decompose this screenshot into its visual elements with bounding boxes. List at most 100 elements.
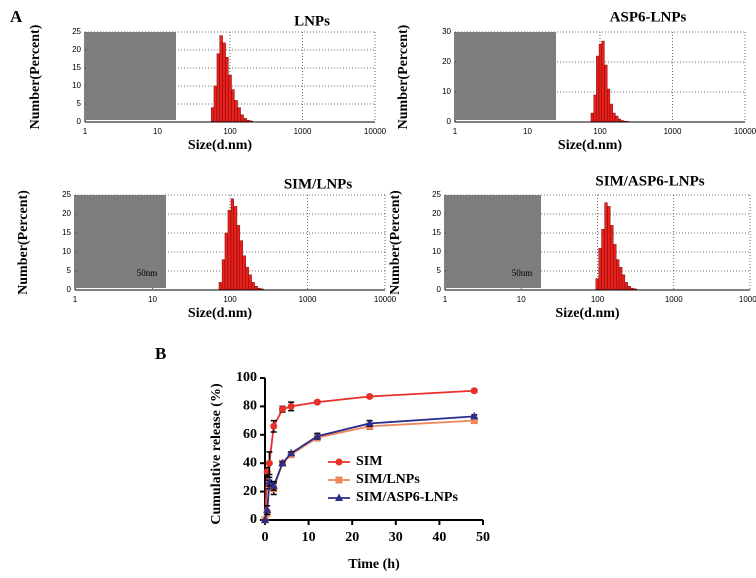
y-tick-label: 60 bbox=[243, 427, 257, 442]
x-tick-label: 100 bbox=[593, 127, 607, 136]
bar bbox=[221, 259, 226, 291]
bar bbox=[251, 282, 255, 291]
bar bbox=[615, 115, 619, 123]
scale-label: 50nm bbox=[137, 268, 158, 278]
bar bbox=[243, 118, 247, 123]
x-tick-label: 1 bbox=[73, 295, 78, 304]
bar bbox=[242, 255, 247, 291]
x-tick-label: 10 bbox=[148, 295, 157, 304]
x-tick-label: 10000 bbox=[739, 295, 756, 304]
y-tick-label: 5 bbox=[77, 99, 82, 108]
x-tick-label: 10 bbox=[517, 295, 526, 304]
x-tick-label: 50 bbox=[476, 530, 490, 545]
tem-image bbox=[76, 195, 166, 288]
bar bbox=[219, 35, 223, 123]
x-tick-label: 10000 bbox=[734, 127, 756, 136]
bar bbox=[595, 278, 599, 291]
y-tick-label: 20 bbox=[432, 209, 441, 218]
point bbox=[287, 402, 295, 410]
x-axis-label: Size(d.nm) bbox=[555, 306, 620, 321]
bar bbox=[604, 64, 608, 123]
x-axis-label: Size(d.nm) bbox=[558, 138, 623, 153]
scale-label: 50nm bbox=[512, 268, 533, 278]
y-axis-label: Number(Percent) bbox=[16, 190, 31, 295]
x-tick-label: 1 bbox=[83, 127, 88, 136]
bar bbox=[218, 282, 223, 291]
y-tick-label: 20 bbox=[243, 484, 257, 499]
y-axis-label: Cumulative release (%) bbox=[209, 383, 224, 525]
point bbox=[278, 405, 286, 413]
legend-marker bbox=[335, 476, 343, 484]
x-tick-label: 30 bbox=[389, 530, 403, 545]
x-tick-label: 1000 bbox=[665, 295, 683, 304]
x-tick-label: 1000 bbox=[294, 127, 312, 136]
bar bbox=[245, 267, 249, 291]
point bbox=[263, 505, 272, 514]
legend-label: SIM/LNPs bbox=[356, 472, 420, 487]
point bbox=[470, 417, 478, 425]
y-tick-label: 80 bbox=[243, 399, 257, 414]
y-tick-label: 25 bbox=[432, 190, 441, 199]
point bbox=[278, 458, 287, 467]
x-tick-label: 1 bbox=[453, 127, 458, 136]
bar bbox=[233, 206, 238, 291]
x-axis-label: Time (h) bbox=[348, 557, 400, 572]
bar bbox=[596, 55, 600, 123]
point bbox=[313, 431, 322, 440]
y-tick-label: 20 bbox=[442, 57, 451, 66]
legend-marker bbox=[335, 493, 343, 501]
point bbox=[269, 481, 278, 489]
legend-label: SIM/ASP6-LNPs bbox=[356, 490, 458, 505]
bar bbox=[222, 42, 226, 123]
point bbox=[261, 515, 269, 523]
bar bbox=[224, 232, 229, 291]
x-tick-label: 10000 bbox=[364, 127, 387, 136]
y-tick-label: 15 bbox=[62, 228, 71, 237]
y-tick-label: 20 bbox=[62, 209, 71, 218]
bar bbox=[604, 202, 608, 291]
y-tick-label: 0 bbox=[67, 285, 72, 294]
point bbox=[270, 422, 278, 430]
chart-title: LNPs bbox=[294, 13, 330, 29]
x-tick-label: 100 bbox=[223, 295, 237, 304]
bar bbox=[627, 286, 631, 291]
legend-marker bbox=[335, 458, 343, 466]
chart-title: ASP6-LNPs bbox=[610, 9, 687, 25]
y-tick-label: 25 bbox=[72, 27, 81, 36]
point bbox=[470, 411, 479, 420]
x-tick-label: 0 bbox=[262, 530, 269, 545]
x-tick-label: 10000 bbox=[374, 295, 397, 304]
x-tick-label: 10 bbox=[153, 127, 162, 136]
y-tick-label: 20 bbox=[72, 45, 81, 54]
y-tick-label: 5 bbox=[67, 266, 72, 275]
bar bbox=[236, 225, 241, 291]
y-tick-label: 0 bbox=[250, 512, 257, 527]
x-tick-label: 40 bbox=[432, 530, 446, 545]
y-tick-label: 10 bbox=[72, 81, 81, 90]
bar bbox=[228, 74, 232, 123]
y-tick-label: 5 bbox=[437, 266, 442, 275]
point bbox=[265, 477, 274, 485]
bar bbox=[239, 240, 243, 291]
chart-title: SIM/LNPs bbox=[284, 176, 353, 192]
bar bbox=[225, 57, 229, 123]
bar bbox=[248, 274, 252, 291]
bar bbox=[601, 40, 605, 123]
bar bbox=[601, 228, 605, 291]
panel-label: A bbox=[10, 7, 23, 26]
point bbox=[470, 387, 478, 395]
bar bbox=[590, 112, 594, 123]
point bbox=[366, 392, 374, 400]
point bbox=[287, 448, 296, 457]
bar bbox=[609, 103, 613, 123]
y-tick-label: 0 bbox=[437, 285, 442, 294]
bar bbox=[227, 209, 232, 291]
y-tick-label: 10 bbox=[62, 247, 71, 256]
tem-image bbox=[446, 195, 541, 288]
y-tick-label: 100 bbox=[236, 370, 257, 385]
y-tick-label: 15 bbox=[432, 228, 441, 237]
bar bbox=[593, 94, 597, 123]
x-tick-label: 20 bbox=[345, 530, 359, 545]
x-tick-label: 100 bbox=[591, 295, 605, 304]
